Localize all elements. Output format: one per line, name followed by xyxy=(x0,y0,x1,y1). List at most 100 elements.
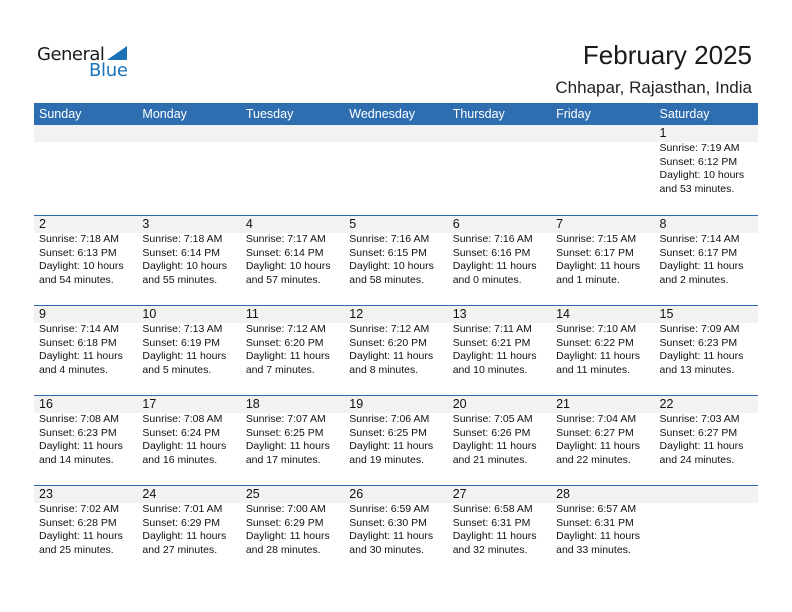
sunrise-text: Sunrise: 7:08 AM xyxy=(142,413,223,425)
day-cell: 8 Sunrise: 7:14 AM Sunset: 6:17 PM Daylight… xyxy=(655,216,758,305)
sunset-text: Sunset: 6:31 PM xyxy=(556,516,634,529)
logo: General Blue xyxy=(37,44,128,81)
weekday-wednesday: Wednesday xyxy=(349,107,416,121)
day-number: 2 xyxy=(39,217,46,231)
day-cell xyxy=(551,125,654,215)
sunset-text: Sunset: 6:13 PM xyxy=(39,246,117,259)
weekday-monday: Monday xyxy=(142,107,187,121)
sunset-text: Sunset: 6:17 PM xyxy=(659,246,738,259)
day-number: 27 xyxy=(452,487,467,501)
sunrise-text: Sunrise: 7:12 AM xyxy=(349,323,430,335)
daylight-text: Daylight: 11 hours xyxy=(556,440,640,452)
day-cell xyxy=(137,125,240,215)
daylight-text: Daylight: 11 hours xyxy=(245,350,330,362)
day-number: 12 xyxy=(349,307,364,321)
day-cell: 26 Sunrise: 6:59 AM Sunset: 6:30 PM Dayligh… xyxy=(344,486,447,575)
day-cell: 11 Sunrise: 7:12 AM Sunset: 6:20 PM Dayligh… xyxy=(241,306,344,395)
sunset-text: Sunset: 6:27 PM xyxy=(659,426,738,439)
weekday-saturday: Saturday xyxy=(659,107,710,121)
daylight-minutes-text: and 53 minutes. xyxy=(659,182,735,195)
day-number: 17 xyxy=(142,397,157,411)
logo-text-general: General xyxy=(37,44,105,65)
sunset-text: Sunset: 6:14 PM xyxy=(245,246,324,259)
week-row: 23 Sunrise: 7:02 AM Sunset: 6:28 PM Dayligh… xyxy=(34,485,758,575)
day-cell: 21 Sunrise: 7:04 AM Sunset: 6:27 PM Dayligh… xyxy=(551,396,654,485)
sunrise-text: Sunrise: 6:59 AM xyxy=(349,503,430,515)
daylight-minutes-text: and 1 minute. xyxy=(556,273,620,286)
sunrise-text: Sunrise: 7:16 AM xyxy=(349,233,430,245)
sunset-text: Sunset: 6:20 PM xyxy=(245,336,324,349)
day-cell: 12 Sunrise: 7:12 AM Sunset: 6:20 PM Dayligh… xyxy=(344,306,447,395)
daylight-text: Daylight: 11 hours xyxy=(349,350,434,362)
day-number: 5 xyxy=(349,217,357,231)
sunrise-text: Sunrise: 6:58 AM xyxy=(452,503,533,515)
sunrise-text: Sunrise: 7:14 AM xyxy=(39,323,119,335)
day-cell: 3 Sunrise: 7:18 AM Sunset: 6:14 PM Daylight… xyxy=(137,216,240,305)
daylight-text: Daylight: 11 hours xyxy=(556,530,640,542)
daylight-minutes-text: and 16 minutes. xyxy=(142,453,218,466)
day-number: 7 xyxy=(556,217,564,231)
weeks: 1 Sunrise: 7:19 AM Sunset: 6:12 PM Daylight… xyxy=(34,125,758,575)
daylight-minutes-text: and 13 minutes. xyxy=(659,363,735,376)
sunrise-text: Sunrise: 7:14 AM xyxy=(659,233,740,245)
day-number: 4 xyxy=(245,217,253,231)
sunrise-text: Sunrise: 7:09 AM xyxy=(659,323,740,335)
daylight-minutes-text: and 19 minutes. xyxy=(349,453,424,466)
sunrise-text: Sunrise: 7:12 AM xyxy=(245,323,326,335)
daylight-minutes-text: and 17 minutes. xyxy=(245,453,321,466)
sunrise-text: Sunrise: 7:17 AM xyxy=(245,233,326,245)
day-cell: 14 Sunrise: 7:10 AM Sunset: 6:22 PM Dayligh… xyxy=(551,306,654,395)
day-number: 10 xyxy=(142,307,157,321)
sunset-text: Sunset: 6:17 PM xyxy=(556,246,634,259)
weekday-friday: Friday xyxy=(556,107,591,121)
daylight-text: Daylight: 10 hours xyxy=(659,169,745,181)
day-cell: 25 Sunrise: 7:00 AM Sunset: 6:29 PM Dayligh… xyxy=(241,486,344,575)
sunrise-text: Sunrise: 7:00 AM xyxy=(245,503,326,515)
sunrise-text: Sunrise: 7:07 AM xyxy=(245,413,326,425)
sunrise-text: Sunrise: 7:05 AM xyxy=(452,413,533,425)
sunrise-text: Sunrise: 7:08 AM xyxy=(39,413,119,425)
day-number: 19 xyxy=(349,397,364,411)
sunrise-text: Sunrise: 7:18 AM xyxy=(142,233,223,245)
daylight-minutes-text: and 0 minutes. xyxy=(452,273,522,286)
day-cell: 24 Sunrise: 7:01 AM Sunset: 6:29 PM Dayligh… xyxy=(137,486,240,575)
daylight-text: Daylight: 11 hours xyxy=(452,440,537,452)
sunset-text: Sunset: 6:18 PM xyxy=(39,336,117,349)
sunrise-text: Sunrise: 7:04 AM xyxy=(556,413,637,425)
sunset-text: Sunset: 6:23 PM xyxy=(39,426,117,439)
sunrise-text: Sunrise: 7:18 AM xyxy=(39,233,119,245)
sunrise-text: Sunrise: 6:57 AM xyxy=(556,503,637,515)
sunrise-text: Sunrise: 7:01 AM xyxy=(142,503,223,515)
day-number: 22 xyxy=(659,397,674,411)
day-number: 20 xyxy=(452,397,467,411)
day-cell: 16 Sunrise: 7:08 AM Sunset: 6:23 PM Dayligh… xyxy=(34,396,137,485)
day-cell: 6 Sunrise: 7:16 AM Sunset: 6:16 PM Daylight… xyxy=(448,216,551,305)
day-cell: 18 Sunrise: 7:07 AM Sunset: 6:25 PM Dayligh… xyxy=(241,396,344,485)
daylight-text: Daylight: 11 hours xyxy=(556,350,640,362)
week-row: 1 Sunrise: 7:19 AM Sunset: 6:12 PM Daylight… xyxy=(34,125,758,215)
day-number: 24 xyxy=(142,487,157,501)
daylight-minutes-text: and 32 minutes. xyxy=(452,543,528,556)
day-number: 14 xyxy=(556,307,571,321)
daylight-text: Daylight: 11 hours xyxy=(245,530,330,542)
day-number: 21 xyxy=(556,397,571,411)
day-cell: 5 Sunrise: 7:16 AM Sunset: 6:15 PM Daylight… xyxy=(344,216,447,305)
daylight-text: Daylight: 11 hours xyxy=(142,530,227,542)
sunrise-text: Sunrise: 7:03 AM xyxy=(659,413,740,425)
day-cell: 15 Sunrise: 7:09 AM Sunset: 6:23 PM Dayligh… xyxy=(655,306,758,395)
day-cell: 20 Sunrise: 7:05 AM Sunset: 6:26 PM Dayligh… xyxy=(448,396,551,485)
daylight-minutes-text: and 8 minutes. xyxy=(349,363,419,376)
daylight-text: Daylight: 11 hours xyxy=(39,530,123,542)
sunset-text: Sunset: 6:24 PM xyxy=(142,426,221,439)
sunset-text: Sunset: 6:21 PM xyxy=(452,336,531,349)
day-cell xyxy=(655,486,758,575)
week-row: 2 Sunrise: 7:18 AM Sunset: 6:13 PM Daylight… xyxy=(34,215,758,305)
sunrise-text: Sunrise: 7:10 AM xyxy=(556,323,637,335)
daylight-text: Daylight: 11 hours xyxy=(659,350,744,362)
sunset-text: Sunset: 6:25 PM xyxy=(349,426,427,439)
daylight-text: Daylight: 11 hours xyxy=(659,440,744,452)
sunrise-text: Sunrise: 7:13 AM xyxy=(142,323,223,335)
day-cell xyxy=(344,125,447,215)
week-row: 16 Sunrise: 7:08 AM Sunset: 6:23 PM Dayligh… xyxy=(34,395,758,485)
day-cell: 9 Sunrise: 7:14 AM Sunset: 6:18 PM Daylight… xyxy=(34,306,137,395)
